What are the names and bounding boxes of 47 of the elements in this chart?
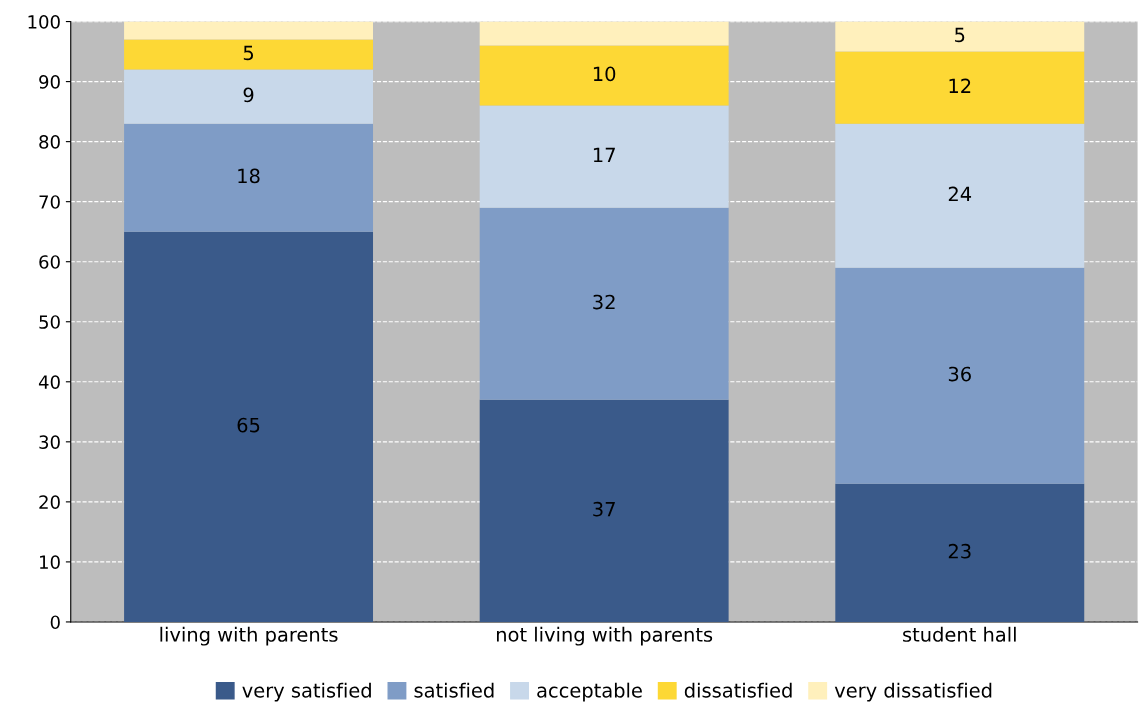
data-label: 36: [948, 366, 971, 382]
bar: [835, 21, 1085, 52]
bar: [479, 399, 729, 622]
y-tick-label: 60: [39, 255, 60, 269]
legend-label: very dissatisfied: [834, 682, 992, 702]
data-label: 65: [237, 417, 260, 433]
legend-label: very satisfied: [242, 682, 371, 702]
bar: [479, 207, 729, 400]
y-tick-label: 100: [28, 15, 60, 29]
y-tick-label: 40: [38, 375, 60, 389]
bar: [124, 69, 374, 124]
y-tick-label: 50: [39, 315, 60, 329]
bar: [835, 51, 1085, 124]
y-tick-label: 90: [39, 75, 60, 89]
y-tick-label: 20: [39, 495, 60, 509]
y-tick-label: 10: [40, 555, 60, 570]
y-tick-label: 70: [39, 195, 60, 209]
x-tick-label: not living with parents: [496, 626, 713, 646]
data-label: 37: [593, 501, 615, 517]
bar: [835, 483, 1085, 622]
data-label: 17: [593, 147, 615, 163]
bar: [835, 123, 1085, 268]
data-label: 9: [243, 87, 254, 103]
data-label: 5: [955, 27, 965, 43]
data-label: 18: [238, 168, 260, 184]
legend-label: acceptable: [537, 682, 642, 702]
data-label: 10: [593, 66, 616, 82]
legend-label: satisfied: [414, 682, 494, 698]
data-label: 12: [949, 78, 971, 93]
bar: [479, 21, 729, 46]
data-label: 23: [948, 543, 971, 559]
y-tick-label: 30: [39, 435, 60, 449]
bar: [479, 105, 729, 208]
x-tick-label: living with parents: [160, 626, 338, 646]
y-tick-label: 80: [39, 135, 60, 149]
x-tick-label: student hall: [903, 626, 1016, 642]
data-label: 32: [593, 294, 615, 310]
bar: [124, 21, 374, 40]
data-label: 5: [243, 45, 254, 61]
bar: [835, 267, 1085, 484]
bar: [124, 231, 374, 622]
bar: [124, 123, 374, 232]
y-tick-label: 0: [50, 615, 60, 630]
bar: [479, 45, 729, 106]
bar: [124, 39, 374, 70]
legend-label: dissatisfied: [684, 682, 792, 698]
data-label: 24: [948, 186, 972, 202]
